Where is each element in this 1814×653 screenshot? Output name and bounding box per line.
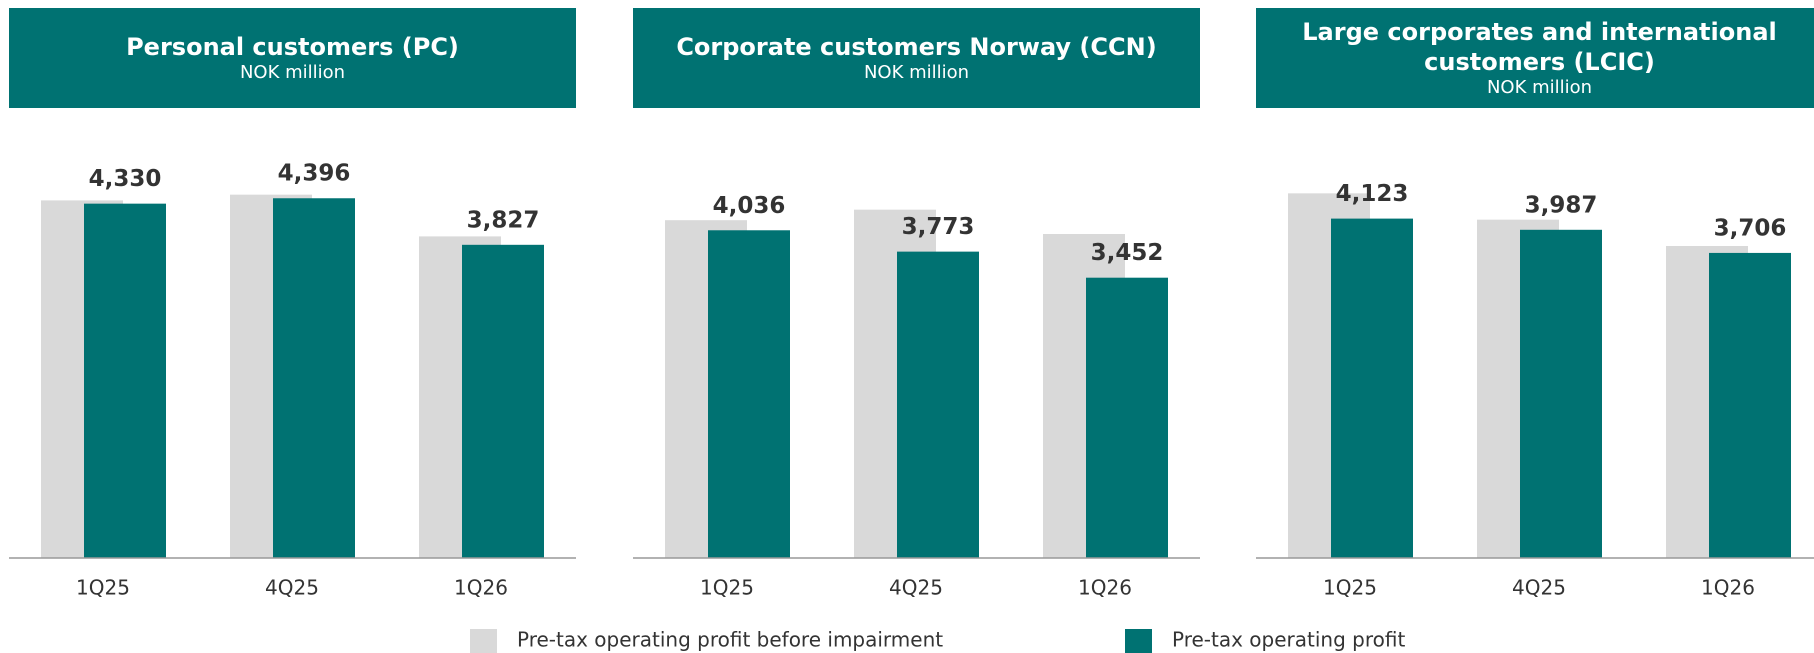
bar xyxy=(462,244,544,558)
bar xyxy=(1709,252,1791,559)
bar xyxy=(708,230,790,558)
bar xyxy=(897,251,979,558)
data-label: 4,330 xyxy=(89,166,162,192)
legend-swatch xyxy=(470,629,497,653)
x-tick-label: 1Q26 xyxy=(454,576,508,600)
panel-subtitle: NOK million xyxy=(863,62,970,83)
data-label: 4,396 xyxy=(278,161,351,187)
x-tick-label: 4Q25 xyxy=(265,576,319,600)
data-label: 4,123 xyxy=(1336,181,1409,207)
data-label: 3,773 xyxy=(902,214,975,240)
data-label: 3,987 xyxy=(1525,192,1598,218)
x-tick-label: 1Q26 xyxy=(1078,576,1132,600)
panel-subtitle: NOK million xyxy=(239,62,346,83)
x-tick-label: 1Q25 xyxy=(1323,576,1377,600)
panel-header: Large corporates and international custo… xyxy=(1256,8,1814,108)
data-label: 4,036 xyxy=(713,193,786,219)
panel-title: Personal customers (PC) xyxy=(126,33,459,61)
x-tick-label: 1Q25 xyxy=(76,576,130,600)
legend-swatch xyxy=(1125,629,1152,653)
panel-header: Personal customers (PC) NOK million xyxy=(9,8,576,108)
bar xyxy=(273,198,355,559)
bar xyxy=(84,203,166,558)
bar xyxy=(1520,229,1602,558)
x-tick-label: 1Q26 xyxy=(1701,576,1755,600)
panel-header: Corporate customers Norway (CCN) NOK mill… xyxy=(633,8,1200,108)
x-tick-label: 1Q25 xyxy=(700,576,754,600)
panel-title: Large corporates and international custo… xyxy=(1302,18,1777,76)
bar xyxy=(1086,277,1168,558)
legend-label: Pre-tax operating profit before impairme… xyxy=(517,628,943,652)
bar xyxy=(1331,218,1413,559)
data-label: 3,827 xyxy=(467,207,540,233)
data-label: 3,452 xyxy=(1091,240,1164,266)
panel-title: Corporate customers Norway (CCN) xyxy=(676,33,1157,61)
panel-subtitle: NOK million xyxy=(1486,77,1593,98)
x-tick-label: 4Q25 xyxy=(889,576,943,600)
data-label: 3,706 xyxy=(1714,215,1787,241)
x-tick-label: 4Q25 xyxy=(1512,576,1566,600)
legend-label: Pre-tax operating profit xyxy=(1172,628,1405,652)
